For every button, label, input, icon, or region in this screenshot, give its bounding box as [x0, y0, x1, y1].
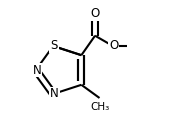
Text: S: S — [50, 39, 58, 52]
Text: N: N — [33, 64, 41, 76]
Text: O: O — [109, 39, 119, 52]
Text: N: N — [50, 88, 59, 101]
Text: O: O — [90, 7, 100, 20]
Text: CH₃: CH₃ — [91, 102, 110, 112]
